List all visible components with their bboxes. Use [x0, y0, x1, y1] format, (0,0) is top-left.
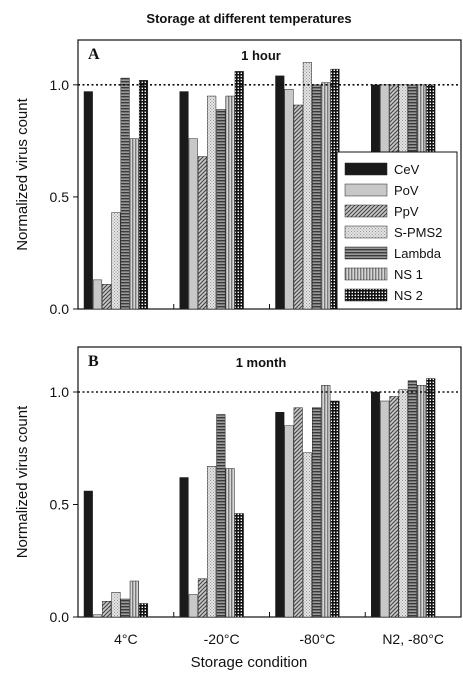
bar-s-pms2-1	[111, 212, 121, 310]
bar-ns-2-4	[426, 378, 436, 618]
legend: CeV PoV PpV S-PMS2 Lambda NS 1 NS 2	[336, 151, 458, 310]
bar-cev-1	[83, 91, 93, 310]
bar-cev-4	[371, 391, 381, 618]
panel-a-title: 1 hour	[241, 48, 281, 63]
bar-pov-3	[284, 89, 294, 310]
bar-cev-3	[275, 75, 285, 310]
legend-swatch-cev	[344, 162, 388, 176]
bar-ns-2-3	[330, 400, 340, 618]
bar-ns-1-2	[225, 468, 235, 618]
legend-label-s-pms2: S-PMS2	[394, 225, 442, 240]
bar-pov-2	[188, 594, 198, 618]
y-tick-label: 0.0	[50, 301, 70, 317]
legend-swatch-ppv	[344, 204, 388, 218]
bar-ns-1-3	[321, 385, 331, 618]
bar-cev-1	[83, 490, 93, 618]
bar-ns-1-1	[129, 138, 139, 310]
bar-ns-2-2	[234, 71, 244, 310]
bar-cev-2	[179, 477, 189, 618]
panel-b-letter: B	[88, 353, 99, 370]
y-tick-label: 0.0	[50, 609, 70, 625]
y-tick-label: 0.5	[50, 497, 70, 513]
legend-label-ns-1: NS 1	[394, 267, 423, 282]
bar-s-pms2-4	[398, 389, 408, 618]
legend-swatch-ns-1	[344, 267, 388, 281]
bar-s-pms2-3	[302, 62, 312, 310]
legend-swatch-s-pms2	[344, 225, 388, 239]
x-tick-label: 4°C	[114, 631, 138, 647]
x-tick-label: -20°C	[204, 631, 240, 647]
bar-ppv-3	[293, 104, 303, 310]
bar-lambda-1	[120, 598, 130, 618]
bar-ns-1-3	[321, 82, 331, 310]
bar-s-pms2-2	[207, 95, 217, 310]
bar-ns-1-1	[129, 580, 139, 618]
bar-ppv-4	[389, 396, 399, 618]
bar-cev-2	[179, 91, 189, 310]
bar-lambda-3	[312, 84, 322, 310]
y-tick-label: 0.5	[50, 189, 70, 205]
bar-ns-1-4	[417, 385, 427, 618]
bar-s-pms2-3	[302, 452, 312, 618]
panel-b-chart: 0.0 0.5 1.0 Normalized virus count 4°C -20°C -…	[14, 346, 462, 647]
bar-ns-2-2	[234, 513, 244, 618]
bar-lambda-2	[216, 414, 226, 618]
bar-lambda-2	[216, 109, 226, 310]
bar-s-pms2-1	[111, 592, 121, 618]
bar-pov-4	[380, 400, 390, 618]
bar-pov-3	[284, 425, 294, 618]
bar-cev-3	[275, 412, 285, 618]
bar-ppv-2	[197, 156, 207, 310]
bar-pov-2	[188, 138, 198, 310]
bar-lambda-1	[120, 77, 130, 310]
legend-label-ppv: PpV	[394, 204, 419, 219]
bar-ns-1-2	[225, 95, 235, 310]
y-tick-label: 1.0	[50, 77, 70, 93]
x-tick-label: N2, -80°C	[382, 631, 444, 647]
bar-ns-2-1	[138, 80, 149, 310]
legend-label-ns-2: NS 2	[394, 288, 423, 303]
figure-title: Storage at different temperatures	[146, 11, 351, 26]
legend-label-pov: PoV	[394, 183, 419, 198]
bar-ppv-3	[293, 407, 303, 618]
bar-ppv-2	[197, 578, 207, 618]
bar-ns-2-1	[138, 603, 149, 618]
bar-lambda-3	[312, 407, 322, 618]
bar-s-pms2-2	[207, 466, 217, 618]
bar-pov-1	[92, 614, 103, 618]
bar-ppv-1	[102, 284, 112, 310]
bar-lambda-4	[407, 380, 417, 618]
x-tick-label: -80°C	[299, 631, 335, 647]
legend-swatch-pov	[344, 183, 388, 197]
panel-b-title: 1 month	[236, 355, 287, 370]
x-axis-label: Storage condition	[191, 654, 308, 671]
y-tick-label: 1.0	[50, 384, 70, 400]
bar-pov-1	[92, 279, 103, 310]
legend-label-lambda: Lambda	[394, 246, 442, 261]
y-axis-label: Normalized virus count	[14, 97, 31, 250]
legend-swatch-lambda	[344, 246, 388, 260]
legend-label-cev: CeV	[394, 162, 420, 177]
legend-swatch-ns-2	[344, 288, 388, 302]
y-axis-label: Normalized virus count	[14, 405, 31, 558]
bar-ppv-1	[102, 601, 112, 618]
panel-a-letter: A	[88, 46, 100, 63]
